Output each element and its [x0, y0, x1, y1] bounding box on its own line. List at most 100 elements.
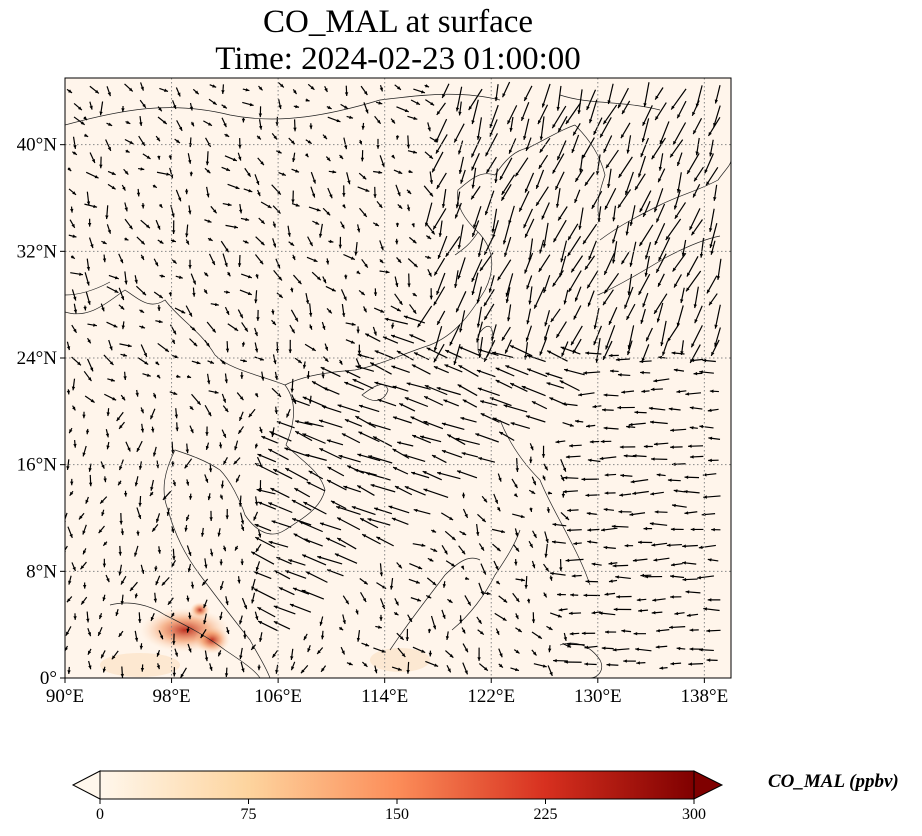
wind-arrow-head	[461, 494, 466, 499]
wind-arrow-head	[344, 419, 349, 423]
wind-arrow-head	[305, 571, 310, 575]
wind-arrow-head	[471, 277, 475, 282]
wind-arrow-head	[585, 493, 590, 497]
wind-arrow-head	[352, 379, 357, 383]
wind-arrow-head	[560, 258, 564, 263]
wind-arrow-head	[645, 255, 649, 260]
wind-arrow-head	[591, 610, 596, 615]
wind-arrow-head	[656, 318, 661, 323]
wind-arrow-head	[363, 91, 368, 95]
wind-arrow-head	[432, 625, 437, 630]
wind-arrow-head	[357, 353, 362, 358]
wind-arrow-head	[295, 420, 299, 424]
wind-arrow-head	[238, 156, 242, 161]
wind-arrow-head	[397, 667, 402, 671]
colorbar-tick-label: 75	[240, 806, 257, 823]
wind-arrow-shaft	[599, 117, 612, 138]
wind-arrow-shaft	[318, 419, 343, 429]
wind-arrow-head	[456, 308, 460, 313]
wind-arrow-head	[345, 370, 350, 374]
wind-arrow-head	[567, 508, 571, 513]
wind-arrow-head	[87, 223, 92, 227]
wind-arrow-head	[602, 301, 607, 306]
wind-arrow-head	[292, 158, 296, 162]
wind-arrow-shaft	[319, 447, 342, 460]
wind-arrow-shaft	[603, 252, 616, 276]
wind-arrow-head	[88, 467, 92, 472]
wind-arrow-head	[362, 175, 367, 180]
wind-arrow-head	[158, 319, 163, 324]
wind-arrow-head	[571, 574, 576, 578]
wind-arrow-head	[395, 601, 399, 606]
wind-arrow-shaft	[565, 102, 581, 125]
wind-arrow-head	[185, 240, 189, 245]
wind-arrow-head	[478, 457, 483, 461]
wind-arrow-head	[397, 192, 401, 197]
wind-arrow-head	[208, 468, 213, 473]
wind-arrow-head	[479, 630, 484, 635]
wind-arrow-head	[127, 343, 132, 348]
wind-arrow-head	[600, 439, 605, 444]
wind-arrow-head	[73, 443, 77, 448]
wind-arrow-head	[677, 114, 681, 119]
wind-arrow-head	[541, 215, 545, 220]
wind-arrow-head	[316, 276, 321, 281]
wind-arrow-head	[503, 404, 508, 408]
wind-arrow-head	[539, 136, 544, 141]
wind-arrow-head	[255, 548, 260, 553]
wind-arrow-shaft	[273, 605, 296, 615]
wind-arrow-head	[239, 416, 243, 421]
wind-arrow-head	[613, 607, 618, 612]
wind-arrow-shaft	[521, 385, 546, 397]
wind-arrow-head	[651, 155, 656, 160]
wind-arrow-head	[295, 169, 300, 173]
wind-arrow-head	[435, 149, 440, 154]
wind-arrow-head	[384, 317, 389, 322]
wind-arrow-shaft	[468, 88, 483, 111]
wind-arrow-head	[476, 323, 481, 328]
wind-arrow-head	[202, 581, 206, 586]
wind-arrow-shaft	[334, 553, 358, 564]
wind-arrow-shaft	[477, 117, 483, 140]
wind-arrow-head	[457, 244, 462, 249]
wind-arrow-head	[207, 219, 212, 223]
wind-arrow-head	[107, 229, 111, 234]
longitude-ticks: 90°E 98°E 106°E 114°E 122°E 130°E 138°E	[46, 678, 728, 707]
wind-arrow-head	[531, 619, 536, 624]
wind-arrow-head	[321, 667, 325, 672]
wind-arrow-head	[276, 209, 281, 214]
wind-arrow-head	[285, 468, 290, 472]
wind-arrow-head	[702, 358, 707, 363]
wind-arrow-head	[70, 208, 74, 213]
wind-arrow-head	[627, 351, 631, 356]
wind-arrow-head	[111, 655, 116, 660]
wind-arrow-head	[171, 230, 176, 234]
wind-arrow-shaft	[709, 223, 718, 249]
wind-arrow-head	[354, 468, 359, 473]
wind-arrow-shaft	[388, 505, 410, 514]
wind-arrow-head	[360, 291, 365, 296]
wind-arrow-shaft	[552, 153, 565, 174]
wind-arrow-head	[376, 145, 380, 149]
wind-arrow-head	[571, 268, 575, 273]
wind-arrow-shaft	[406, 382, 431, 390]
wind-arrow-head	[200, 532, 205, 537]
wind-arrow-head	[448, 599, 453, 603]
wind-arrow-head	[209, 517, 213, 521]
wind-arrow-head	[689, 628, 694, 632]
wind-arrow-head	[555, 185, 559, 190]
wind-arrow-head	[460, 565, 464, 570]
wind-arrow-head	[538, 164, 543, 169]
wind-arrow-head	[258, 125, 263, 130]
wind-arrow-shaft	[713, 105, 721, 127]
wind-arrow-head	[161, 581, 166, 586]
lat-tick-label: 8°N	[26, 561, 57, 582]
wind-arrow-head	[569, 423, 574, 427]
wind-arrow-head	[504, 252, 508, 257]
wind-arrow-head	[69, 429, 73, 434]
wind-arrow-shaft	[436, 272, 446, 296]
wind-arrow-head	[676, 646, 681, 651]
wind-arrow-head	[93, 204, 98, 209]
wind-arrow-head	[589, 440, 594, 444]
wind-arrow-shaft	[570, 325, 583, 346]
